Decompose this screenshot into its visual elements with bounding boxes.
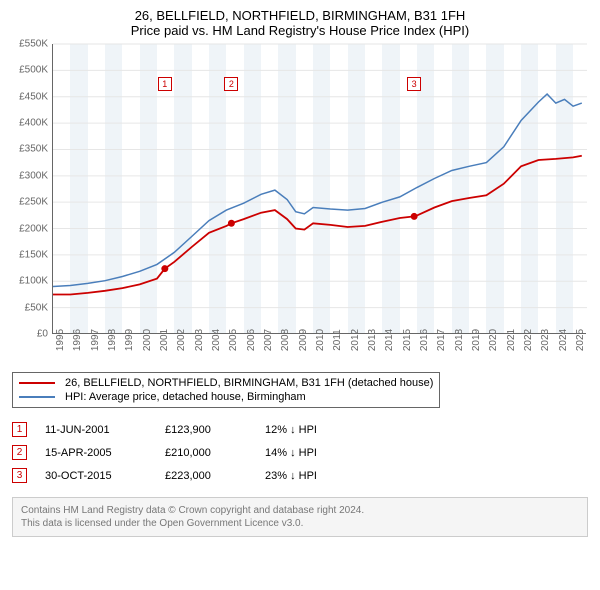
x-tick-label: 2025: [575, 329, 586, 351]
sale-price: £123,900: [165, 424, 265, 436]
sale-date: 30-OCT-2015: [45, 470, 165, 482]
legend-item: 26, BELLFIELD, NORTHFIELD, BIRMINGHAM, B…: [19, 376, 433, 390]
x-tick-label: 2017: [436, 329, 447, 351]
sale-dot: [411, 213, 418, 220]
licence-footer: Contains HM Land Registry data © Crown c…: [12, 497, 588, 537]
y-tick-label: £150K: [19, 249, 48, 260]
plot-region: 1 2 3: [52, 44, 586, 334]
x-tick-label: 2013: [367, 329, 378, 351]
y-tick-label: £100K: [19, 276, 48, 287]
x-tick-label: 1999: [124, 329, 135, 351]
y-tick-label: £200K: [19, 223, 48, 234]
x-tick-label: 2023: [540, 329, 551, 351]
x-tick-label: 2004: [211, 329, 222, 351]
x-tick-label: 2018: [454, 329, 465, 351]
x-tick-label: 2005: [228, 329, 239, 351]
sale-row: 1 11-JUN-2001£123,90012% ↓ HPI: [12, 418, 588, 441]
x-tick-label: 2001: [159, 329, 170, 351]
x-tick-label: 2006: [246, 329, 257, 351]
x-tick-label: 2012: [350, 329, 361, 351]
sale-delta: 12% ↓ HPI: [265, 424, 365, 436]
y-tick-label: £0: [37, 329, 48, 340]
sale-row: 3 30-OCT-2015£223,00023% ↓ HPI: [12, 464, 588, 487]
y-axis: £0£50K£100K£150K£200K£250K£300K£350K£400…: [12, 44, 50, 334]
y-tick-label: £350K: [19, 144, 48, 155]
x-tick-label: 2010: [315, 329, 326, 351]
legend-label: 26, BELLFIELD, NORTHFIELD, BIRMINGHAM, B…: [65, 377, 433, 389]
sales-table: 1 11-JUN-2001£123,90012% ↓ HPI 2 15-APR-200…: [12, 418, 588, 487]
legend: 26, BELLFIELD, NORTHFIELD, BIRMINGHAM, B…: [12, 372, 440, 408]
sale-row-marker: 1: [12, 422, 27, 437]
sale-date: 15-APR-2005: [45, 447, 165, 459]
sale-delta: 14% ↓ HPI: [265, 447, 365, 459]
chart-title: 26, BELLFIELD, NORTHFIELD, BIRMINGHAM, B…: [12, 8, 588, 38]
x-tick-label: 2002: [176, 329, 187, 351]
x-axis: 1995199619971998199920002001200220032004…: [52, 338, 586, 364]
sale-marker-2: 2: [224, 77, 238, 91]
sale-date: 11-JUN-2001: [45, 424, 165, 436]
sale-marker-1: 1: [158, 77, 172, 91]
footer-line2: This data is licensed under the Open Gov…: [21, 517, 579, 530]
sale-delta: 23% ↓ HPI: [265, 470, 365, 482]
legend-item: HPI: Average price, detached house, Birm…: [19, 390, 433, 404]
x-tick-label: 2009: [298, 329, 309, 351]
y-tick-label: £450K: [19, 91, 48, 102]
sale-dot: [161, 265, 168, 272]
x-tick-label: 2024: [558, 329, 569, 351]
x-tick-label: 1996: [72, 329, 83, 351]
y-tick-label: £400K: [19, 118, 48, 129]
x-tick-label: 2000: [142, 329, 153, 351]
y-tick-label: £250K: [19, 197, 48, 208]
x-tick-label: 2022: [523, 329, 534, 351]
legend-swatch: [19, 382, 55, 384]
legend-label: HPI: Average price, detached house, Birm…: [65, 391, 306, 403]
plot-svg: [53, 44, 587, 334]
chart-area: £0 £50K £100K £150K £200K £250K £300K £350K £400…: [12, 44, 588, 364]
sale-row-marker: 3: [12, 468, 27, 483]
footer-line1: Contains HM Land Registry data © Crown c…: [21, 504, 579, 517]
x-tick-label: 2019: [471, 329, 482, 351]
sale-row: 2 15-APR-2005£210,00014% ↓ HPI: [12, 441, 588, 464]
legend-swatch: [19, 396, 55, 398]
sale-dot: [228, 220, 235, 227]
x-tick-label: 2011: [332, 329, 343, 351]
x-tick-label: 2015: [402, 329, 413, 351]
x-tick-label: 2007: [263, 329, 274, 351]
x-tick-label: 2021: [506, 329, 517, 351]
x-tick-label: 2020: [488, 329, 499, 351]
x-tick-label: 1995: [55, 329, 66, 351]
x-tick-label: 2008: [280, 329, 291, 351]
x-tick-label: 2003: [194, 329, 205, 351]
x-tick-label: 1997: [90, 329, 101, 351]
y-tick-label: £500K: [19, 65, 48, 76]
y-tick-label: £550K: [19, 39, 48, 50]
x-tick-label: 1998: [107, 329, 118, 351]
x-tick-label: 2016: [419, 329, 430, 351]
title-address: 26, BELLFIELD, NORTHFIELD, BIRMINGHAM, B…: [12, 8, 588, 23]
chart-container: 26, BELLFIELD, NORTHFIELD, BIRMINGHAM, B…: [0, 0, 600, 549]
x-tick-label: 2014: [384, 329, 395, 351]
title-subtitle: Price paid vs. HM Land Registry's House …: [12, 23, 588, 38]
sale-row-marker: 2: [12, 445, 27, 460]
y-tick-label: £300K: [19, 170, 48, 181]
sale-price: £210,000: [165, 447, 265, 459]
y-tick-label: £50K: [25, 302, 48, 313]
sale-price: £223,000: [165, 470, 265, 482]
sale-marker-3: 3: [407, 77, 421, 91]
